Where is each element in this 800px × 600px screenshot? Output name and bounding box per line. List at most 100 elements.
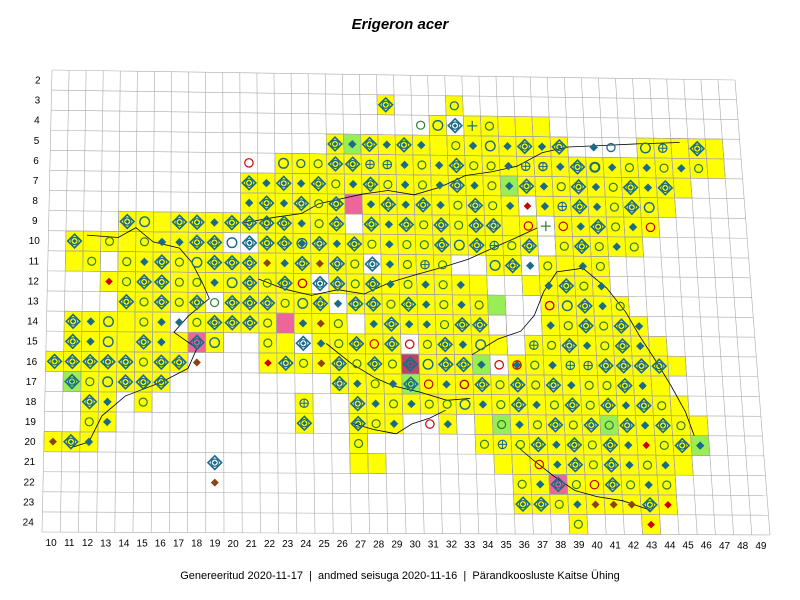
solid-diamond-icon xyxy=(505,201,515,211)
grid-cell xyxy=(433,274,453,296)
occurrence-marker xyxy=(387,359,398,369)
circle-outline-icon xyxy=(642,460,653,470)
inner-diamond-icon xyxy=(72,238,77,244)
ring-icon xyxy=(622,421,632,430)
circle-outline-icon xyxy=(563,321,573,331)
ring-icon xyxy=(601,361,611,370)
inner-diamond-icon xyxy=(420,202,426,208)
grid-cell xyxy=(276,332,295,354)
occurrence-marker xyxy=(297,239,307,248)
occurrence-marker xyxy=(478,400,488,409)
ring-icon xyxy=(50,357,59,366)
teal-ring-icon xyxy=(606,142,616,153)
circle-outline-icon xyxy=(437,260,448,270)
row-label: 12 xyxy=(28,276,40,287)
red-circle-icon xyxy=(404,339,415,349)
occurrence-marker xyxy=(573,519,583,529)
red-diamond-icon xyxy=(647,520,655,529)
grid-cell xyxy=(490,374,510,396)
circle-outline-icon xyxy=(600,341,610,351)
ring-icon xyxy=(210,318,219,327)
occurrence-marker xyxy=(567,456,584,473)
circle-outline-icon xyxy=(334,339,344,349)
occurrence-marker xyxy=(558,221,569,232)
occurrence-marker xyxy=(474,376,491,393)
ring-icon xyxy=(192,238,202,247)
grid-cell xyxy=(434,314,455,335)
column-label: 30 xyxy=(410,540,422,551)
inner-diamond-icon xyxy=(316,181,321,186)
inner-diamond-icon xyxy=(536,442,541,447)
occurrence-marker xyxy=(139,237,150,247)
row-label: 17 xyxy=(26,377,38,388)
diamond-outline-icon xyxy=(437,336,454,353)
grid-cell xyxy=(169,331,189,353)
grid-line-horizontal xyxy=(47,270,751,279)
diamond-outline-icon xyxy=(259,295,276,311)
inner-diamond-icon xyxy=(246,180,252,186)
inner-diamond-icon xyxy=(264,220,269,226)
diamond-outline-icon xyxy=(674,437,691,454)
occurrence-marker xyxy=(509,376,526,393)
grid-cell xyxy=(349,453,369,474)
grid-cell xyxy=(222,232,242,254)
coastline xyxy=(70,142,695,512)
occurrence-marker xyxy=(81,393,98,410)
occurrence-marker xyxy=(171,214,188,231)
inner-diamond-icon xyxy=(194,340,200,345)
inner-diamond-icon xyxy=(556,482,561,487)
grid-cell xyxy=(639,197,659,218)
inner-diamond-icon xyxy=(333,161,338,167)
ring-icon xyxy=(608,480,617,489)
grid-cell xyxy=(414,214,434,236)
grid-line-vertical xyxy=(444,75,461,534)
occurrence-marker xyxy=(369,319,378,329)
diamond-outline-icon xyxy=(485,217,502,234)
occurrence-marker xyxy=(422,358,434,370)
row-label: 6 xyxy=(33,156,39,167)
ring-icon xyxy=(281,358,290,368)
occurrence-marker xyxy=(661,461,670,470)
occurrence-marker xyxy=(561,300,573,312)
occurrence-marker xyxy=(436,200,445,210)
diamond-outline-icon xyxy=(328,195,345,212)
diamond-outline-icon xyxy=(327,156,344,172)
circle-outline-icon xyxy=(495,380,505,390)
inner-diamond-icon xyxy=(660,423,666,428)
grid-line-vertical xyxy=(222,72,225,533)
occurrence-marker xyxy=(366,200,376,209)
grid-cell xyxy=(134,311,154,333)
inner-diamond-icon xyxy=(438,222,444,228)
grid-line-vertical xyxy=(632,78,662,535)
red-diamond-icon xyxy=(523,202,532,210)
occurrence-marker xyxy=(642,441,651,450)
ring-icon xyxy=(570,440,579,450)
diamond-outline-icon xyxy=(364,276,381,292)
occurrence-marker xyxy=(241,174,257,191)
ring-icon xyxy=(639,401,649,410)
diamond-outline-icon xyxy=(551,138,568,155)
teal-circle-icon xyxy=(278,157,290,169)
brown-diamond-icon xyxy=(48,437,57,446)
grid-cell xyxy=(488,334,509,356)
grid-cell xyxy=(417,333,437,355)
grid-lines xyxy=(41,69,771,536)
column-label: 49 xyxy=(755,541,767,552)
solid-diamond-icon xyxy=(546,321,555,330)
grid-line-vertical xyxy=(256,72,261,533)
solid-diamond-icon xyxy=(280,259,289,268)
grid-cell xyxy=(309,213,329,235)
occurrence-marker xyxy=(241,254,258,271)
inner-diamond-icon xyxy=(229,220,235,225)
inner-diamond-icon xyxy=(264,240,270,246)
inner-diamond-icon xyxy=(265,300,270,306)
occurrence-marker xyxy=(470,181,479,190)
occurrence-marker xyxy=(86,337,95,346)
circle-outline-icon xyxy=(280,298,290,308)
occurrence-marker xyxy=(602,380,612,391)
occurrence-marker xyxy=(327,156,344,172)
diamond-outline-icon xyxy=(604,476,621,493)
circle-outline-icon xyxy=(573,519,583,529)
solid-diamond-icon xyxy=(86,337,95,346)
diamond-outline-icon xyxy=(577,298,593,314)
